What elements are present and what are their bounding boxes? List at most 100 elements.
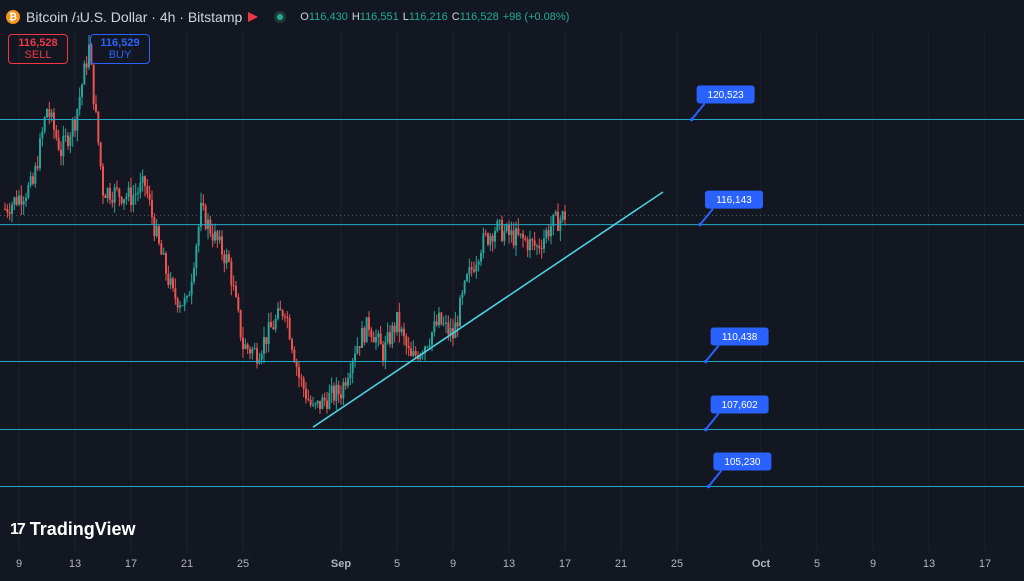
candle-body	[132, 194, 135, 206]
candle-body	[181, 305, 184, 307]
candle-body	[15, 197, 18, 205]
tradingview-logo[interactable]: 17 TradingView	[10, 519, 136, 540]
candle-body	[475, 264, 478, 272]
candle-body	[263, 337, 265, 354]
x-tick-label: Sep	[331, 558, 351, 570]
candle-body	[244, 344, 247, 349]
candle-body	[153, 217, 156, 237]
candle-body	[477, 261, 480, 265]
candle-body	[141, 176, 144, 183]
level-label-box	[705, 190, 763, 209]
candle-body	[43, 117, 46, 132]
candle-body	[414, 350, 417, 356]
candle-body	[106, 188, 109, 199]
candles	[0, 35, 1024, 414]
candle-body	[522, 233, 524, 239]
candle-body	[50, 112, 53, 118]
candle-body	[435, 321, 438, 326]
sell-button[interactable]: 116,528 SELL	[8, 34, 68, 64]
candle-body	[454, 322, 457, 339]
candle-body	[46, 109, 48, 118]
market-status-icon[interactable]	[274, 11, 287, 23]
candle-body	[529, 239, 531, 251]
candle-body	[183, 297, 186, 306]
tradingview-wordmark: TradingView	[29, 519, 136, 539]
candle-body	[109, 188, 111, 200]
candle-body	[265, 337, 268, 344]
candle-body	[386, 332, 389, 343]
candle-body	[375, 337, 377, 343]
candle-body	[396, 311, 398, 333]
candle-body	[137, 192, 139, 194]
candle-body	[456, 322, 459, 327]
level-label-pointer	[704, 412, 720, 431]
candle-body	[307, 398, 310, 401]
tradingview-logo-icon: 17	[10, 520, 26, 538]
candle-body	[321, 397, 324, 410]
candle-body	[25, 197, 27, 201]
candle-body	[239, 310, 242, 338]
x-tick-label: 21	[181, 558, 193, 570]
candle-body	[237, 296, 240, 311]
candle-body	[251, 348, 254, 354]
horizontal-levels	[0, 118, 1024, 487]
candle-body	[232, 285, 235, 287]
candle-body	[461, 293, 464, 298]
candle-body	[139, 182, 142, 193]
level-label-box	[696, 85, 755, 104]
candle-body	[547, 230, 550, 237]
level-label-pointer	[690, 102, 706, 121]
candle-body	[515, 228, 517, 246]
flag-icon[interactable]	[248, 11, 259, 23]
symbol-title[interactable]: Bitcoin / U.S. Dollar · 4h · Bitstamp	[26, 9, 243, 25]
candle-body	[438, 312, 440, 326]
candle-body	[309, 400, 312, 405]
candle-body	[69, 136, 72, 146]
candle-body	[279, 308, 282, 311]
candle-body	[491, 235, 494, 242]
candle-body	[113, 187, 116, 203]
candle-body	[18, 195, 20, 205]
x-tick-label: 9	[450, 558, 456, 570]
candle-body	[242, 337, 244, 349]
x-tick-label: 9	[16, 558, 22, 570]
candle-body	[260, 353, 263, 360]
level-labels: 120,523 116,143 110,438 107,602 105,230	[689, 85, 772, 489]
candle-body	[466, 274, 468, 281]
candle-body	[235, 285, 237, 297]
candle-body	[288, 318, 291, 340]
spread-value: 1	[76, 14, 82, 24]
candle-body	[160, 243, 163, 255]
candle-body	[323, 397, 326, 401]
candle-body	[144, 176, 146, 187]
x-tick-label: Oct	[752, 558, 771, 570]
candle-body	[342, 382, 345, 399]
candle-body	[6, 209, 9, 213]
candle-body	[524, 238, 527, 240]
candle-body	[347, 378, 349, 386]
x-axis: 9 13 17 21 25 Sep 5 9 13 17 21 25 Oct 5 9 13 17	[16, 558, 991, 570]
candle-body	[365, 317, 368, 343]
trend-line	[312, 191, 664, 428]
candle-body	[197, 226, 200, 246]
candle-body	[314, 403, 317, 405]
candle-body	[557, 211, 559, 231]
candle-body	[351, 360, 354, 374]
level-anchor	[703, 427, 708, 432]
candle-body	[468, 267, 471, 275]
level-anchor	[689, 117, 694, 122]
candle-body	[81, 84, 83, 97]
candle-body	[445, 322, 447, 324]
buy-button[interactable]: 116,529 BUY	[90, 34, 150, 64]
candle-body	[155, 226, 158, 237]
candle-body	[256, 348, 258, 364]
level-label-box	[710, 395, 769, 414]
candle-body	[85, 63, 88, 68]
candle-body	[361, 328, 363, 348]
candle-body	[57, 137, 60, 150]
candle-body	[316, 400, 319, 404]
candle-body	[90, 44, 93, 65]
level-anchor	[703, 359, 708, 364]
